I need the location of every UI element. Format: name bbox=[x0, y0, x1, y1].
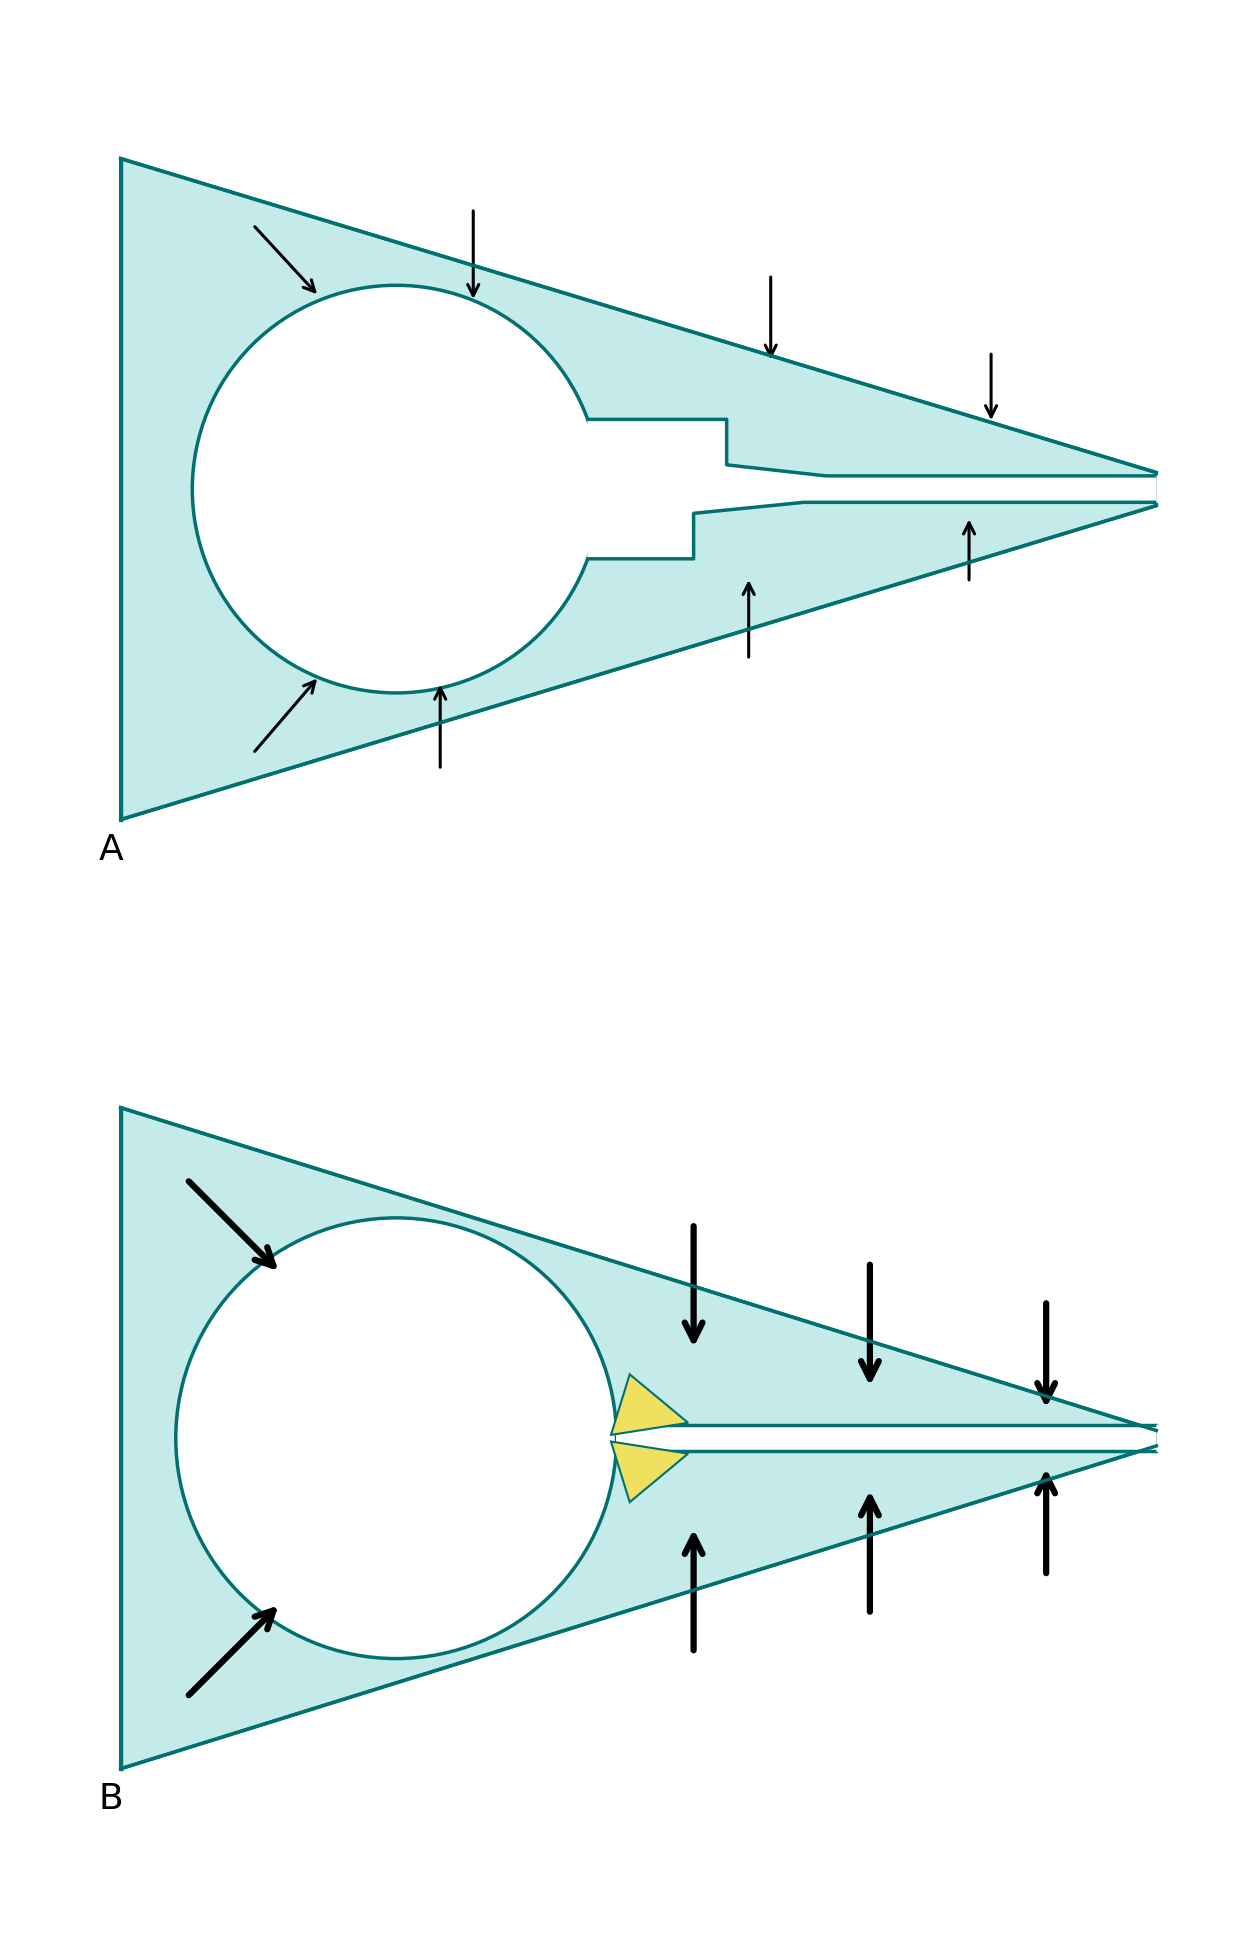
Polygon shape bbox=[120, 159, 1157, 819]
Polygon shape bbox=[1157, 434, 1244, 544]
Polygon shape bbox=[616, 1426, 1157, 1451]
Polygon shape bbox=[611, 1375, 689, 1435]
Circle shape bbox=[175, 1218, 616, 1658]
Polygon shape bbox=[611, 1441, 689, 1501]
Polygon shape bbox=[120, 1108, 1157, 1768]
Polygon shape bbox=[587, 420, 1157, 558]
Circle shape bbox=[193, 285, 600, 693]
Polygon shape bbox=[1157, 1383, 1244, 1493]
Text: A: A bbox=[99, 833, 124, 868]
Text: B: B bbox=[99, 1782, 123, 1817]
